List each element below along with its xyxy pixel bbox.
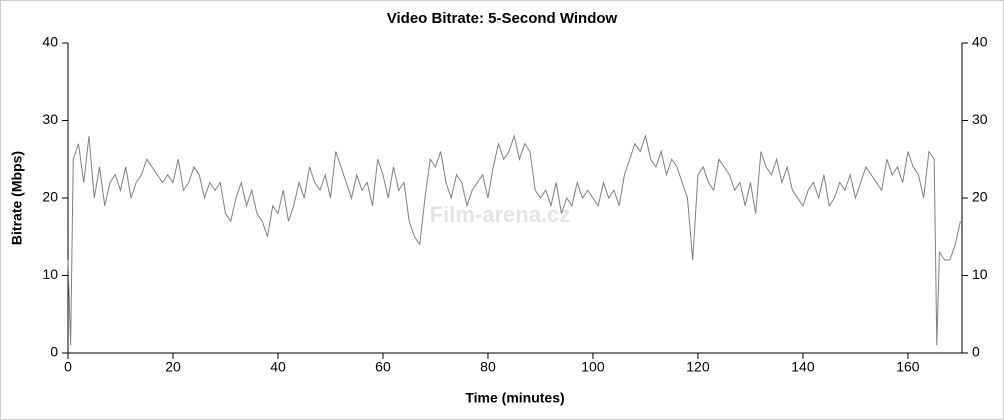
x-tick-label: 80 xyxy=(480,359,496,375)
y2-tick-label: 20 xyxy=(972,189,988,205)
x-tick-label: 100 xyxy=(581,359,605,375)
x-tick-label: 0 xyxy=(64,359,72,375)
y2-tick-label: 10 xyxy=(972,266,988,282)
y-tick-label: 0 xyxy=(50,344,58,360)
x-tick-label: 140 xyxy=(791,359,815,375)
y-tick-label: 20 xyxy=(42,189,58,205)
x-tick-label: 160 xyxy=(896,359,920,375)
x-tick-label: 20 xyxy=(165,359,181,375)
y-tick-label: 40 xyxy=(42,34,58,50)
x-axis-label: Time (minutes) xyxy=(465,390,564,406)
y-tick-label: 30 xyxy=(42,111,58,127)
x-tick-label: 40 xyxy=(270,359,286,375)
y2-tick-label: 30 xyxy=(972,111,988,127)
x-tick-label: 120 xyxy=(686,359,710,375)
bitrate-line xyxy=(67,134,961,346)
watermark: Film-arena.cz xyxy=(430,202,571,227)
y-tick-label: 10 xyxy=(42,266,58,282)
chart-title: Video Bitrate: 5-Second Window xyxy=(387,10,618,27)
y-axis-label: Bitrate (Mbps) xyxy=(9,151,25,245)
y2-tick-label: 0 xyxy=(972,344,980,360)
x-tick-label: 60 xyxy=(375,359,391,375)
y2-tick-label: 40 xyxy=(972,34,988,50)
